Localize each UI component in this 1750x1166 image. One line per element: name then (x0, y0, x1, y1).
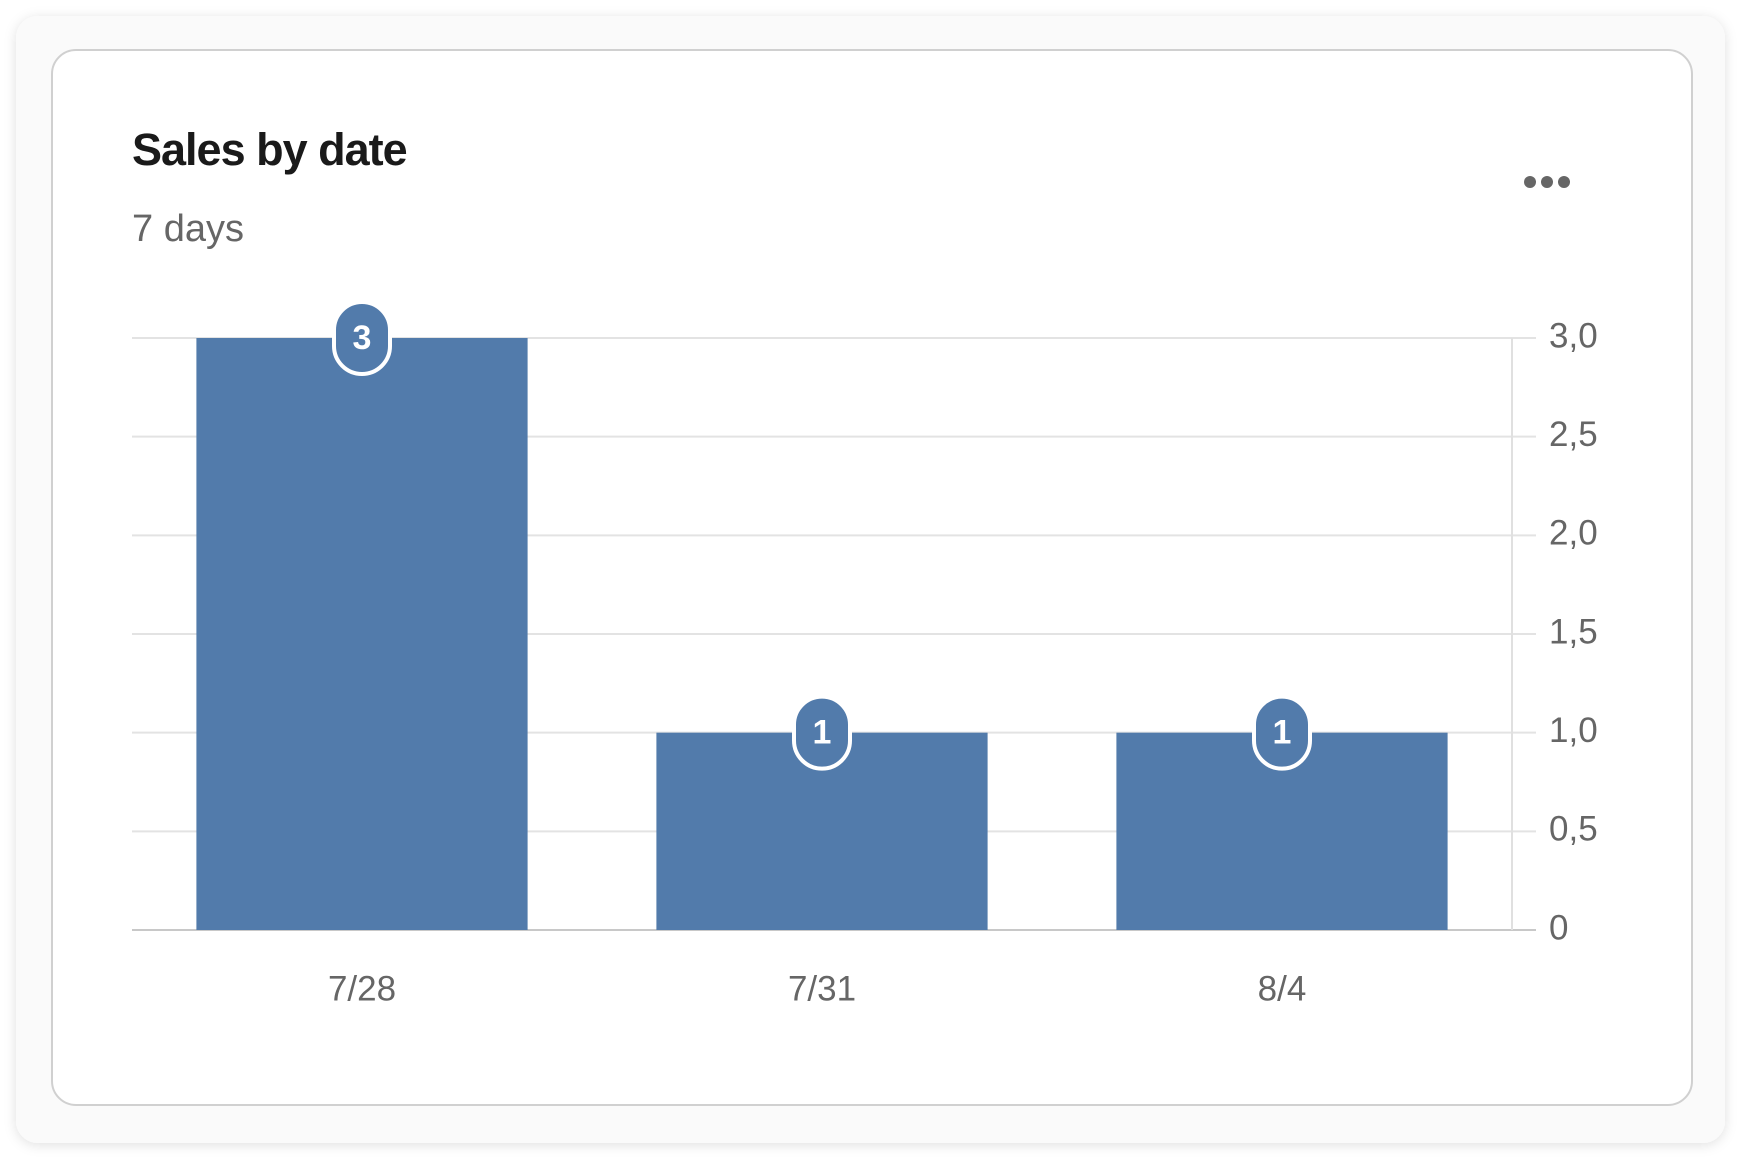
value-badge: 1 (792, 694, 852, 771)
menu-dot[interactable] (1558, 176, 1570, 188)
value-badge-bg (1252, 694, 1312, 771)
chart-title: Sales by date (132, 124, 407, 175)
y-tick-label: 2,5 (1549, 415, 1598, 454)
x-tick-label: 7/31 (788, 969, 856, 1008)
y-tick-label: 1,5 (1549, 612, 1598, 651)
value-badge-bg (332, 300, 392, 376)
y-tick-label: 3,0 (1549, 316, 1598, 355)
value-badge: 1 (1252, 694, 1312, 771)
x-tick-label: 7/28 (328, 969, 396, 1008)
value-badge-bg (792, 694, 852, 771)
bar (196, 338, 528, 930)
value-label: 1 (1273, 714, 1292, 752)
value-label: 3 (353, 319, 372, 357)
menu-button[interactable] (1515, 160, 1579, 204)
y-tick-label: 1,0 (1549, 711, 1598, 750)
y-tick-label: 0,5 (1549, 810, 1598, 849)
y-tick-label: 0 (1549, 908, 1568, 947)
menu-dot[interactable] (1524, 176, 1536, 188)
value-label: 1 (813, 714, 832, 752)
y-tick-label: 2,0 (1549, 514, 1598, 553)
menu-dot[interactable] (1541, 176, 1553, 188)
value-badge: 3 (332, 300, 392, 376)
x-tick-label: 8/4 (1258, 969, 1307, 1008)
chart-subtitle: 7 days (132, 208, 244, 250)
